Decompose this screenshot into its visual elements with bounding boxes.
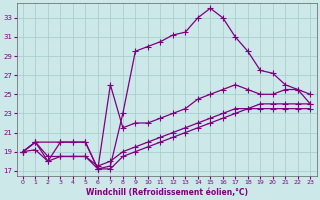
X-axis label: Windchill (Refroidissement éolien,°C): Windchill (Refroidissement éolien,°C)	[85, 188, 248, 197]
